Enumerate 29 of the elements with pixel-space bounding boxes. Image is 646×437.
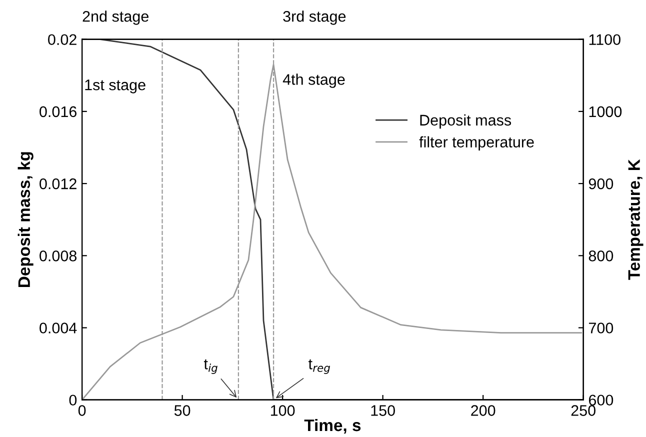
x-tick-label: 100 bbox=[270, 405, 295, 416]
annotation: t$_{reg}$ bbox=[308, 359, 330, 374]
y-tick-label: 0.016 bbox=[40, 106, 77, 118]
y-tick-label: 0.02 bbox=[48, 34, 76, 46]
annotation: 4th stage bbox=[282, 74, 345, 88]
x-tick-label: 250 bbox=[571, 405, 596, 416]
y-tick-label: 0.012 bbox=[40, 178, 76, 190]
y2-tick-label: 900 bbox=[588, 178, 614, 190]
x-tick-label: 200 bbox=[471, 405, 496, 416]
y-tick-label: 0 bbox=[69, 394, 77, 406]
y2-tick-label: 1100 bbox=[589, 34, 620, 46]
legend-label: Deposit mass bbox=[420, 114, 512, 129]
x-axis-title: Time, s bbox=[304, 418, 361, 434]
y2-tick-label: 1000 bbox=[589, 106, 622, 118]
y-axis-title: Deposit mass, kg bbox=[18, 152, 34, 288]
x-tick-label: 150 bbox=[371, 405, 395, 416]
y2-tick-label: 700 bbox=[588, 322, 614, 334]
legend-label: filter temperature bbox=[419, 136, 534, 150]
y2-axis-title: Temperature, K bbox=[628, 159, 644, 280]
y-tick-label: 0.008 bbox=[40, 250, 77, 262]
text: 2nd stage bbox=[82, 10, 148, 25]
y2-tick-label: 800 bbox=[588, 250, 614, 262]
annotation: t$_{ig}$ bbox=[204, 359, 218, 374]
x-tick-label: 50 bbox=[174, 405, 190, 416]
text: 3rd stage bbox=[283, 10, 346, 25]
x-tick-label: 0 bbox=[78, 405, 86, 416]
y-tick-label: 0.004 bbox=[40, 322, 77, 334]
annotation: 1st stage bbox=[85, 80, 146, 94]
y2-tick-label: 600 bbox=[588, 394, 614, 406]
